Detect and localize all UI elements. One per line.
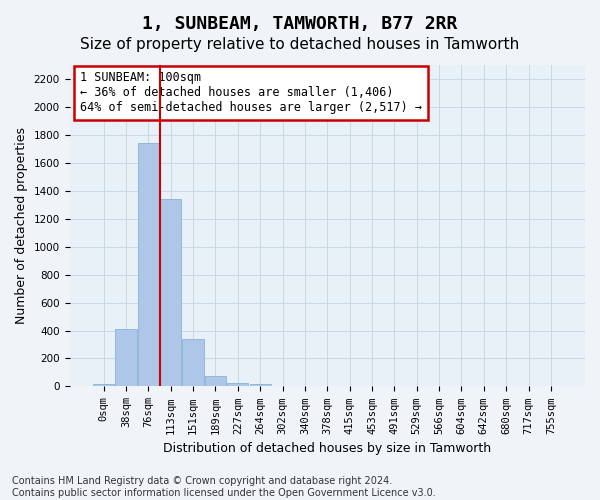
Bar — [160, 199, 181, 386]
Text: 1, SUNBEAM, TAMWORTH, B77 2RR: 1, SUNBEAM, TAMWORTH, B77 2RR — [142, 15, 458, 33]
Bar — [137, 144, 159, 386]
Bar — [182, 339, 203, 386]
Bar — [115, 329, 137, 386]
Text: Contains HM Land Registry data © Crown copyright and database right 2024.
Contai: Contains HM Land Registry data © Crown c… — [12, 476, 436, 498]
Bar — [250, 384, 271, 386]
Y-axis label: Number of detached properties: Number of detached properties — [15, 127, 28, 324]
Bar — [205, 376, 226, 386]
Bar — [227, 383, 248, 386]
Text: 1 SUNBEAM: 100sqm
← 36% of detached houses are smaller (1,406)
64% of semi-detac: 1 SUNBEAM: 100sqm ← 36% of detached hous… — [80, 72, 422, 114]
Bar — [93, 384, 114, 386]
Text: Size of property relative to detached houses in Tamworth: Size of property relative to detached ho… — [80, 38, 520, 52]
X-axis label: Distribution of detached houses by size in Tamworth: Distribution of detached houses by size … — [163, 442, 491, 455]
